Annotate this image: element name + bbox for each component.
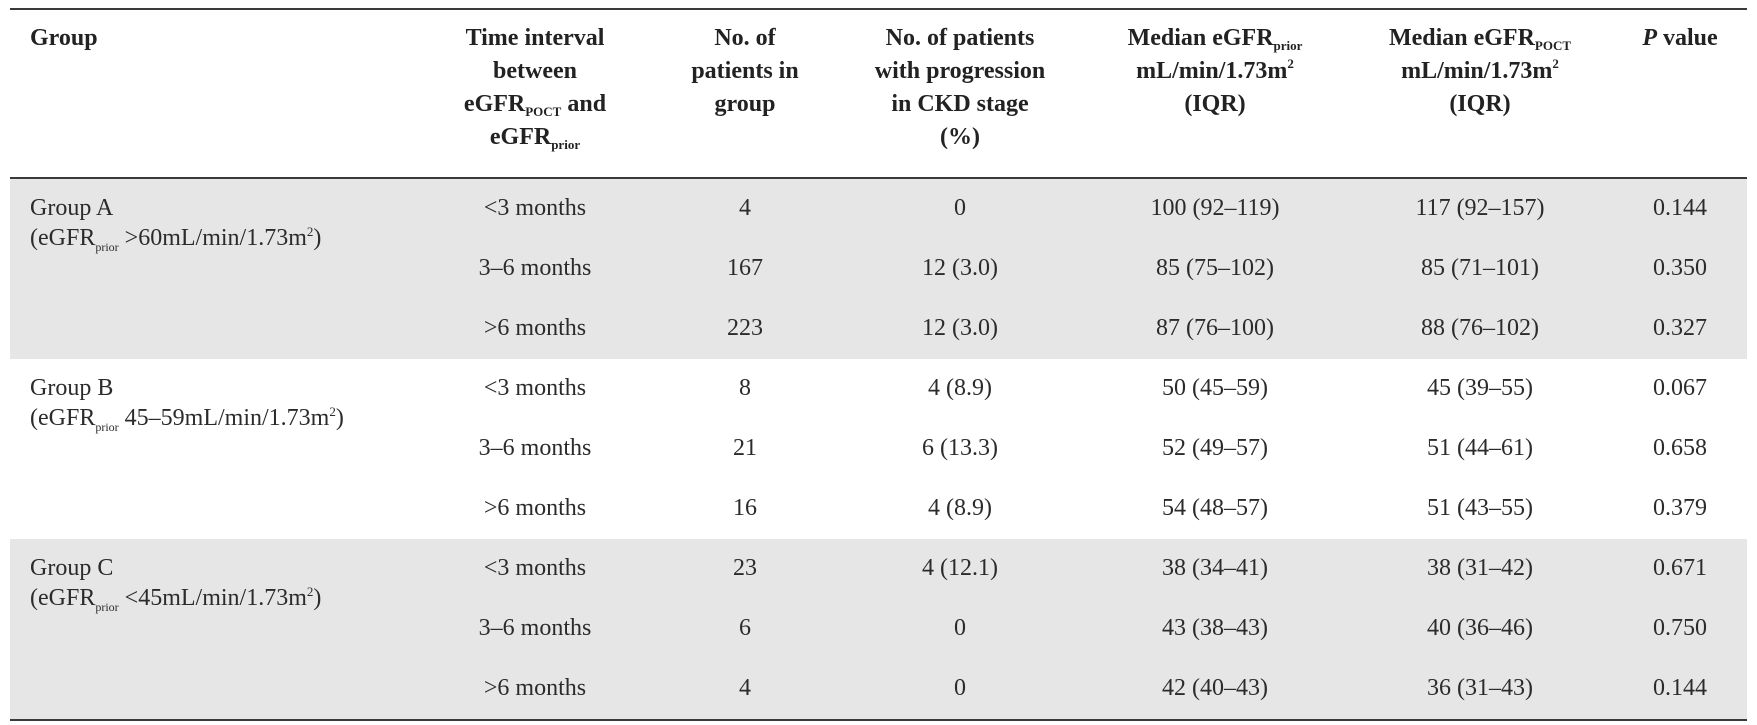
table-cell: 0.671 <box>1653 555 1707 581</box>
table-cell: 38 (31–42) <box>1427 555 1533 581</box>
table-cell: 6 <box>739 615 751 641</box>
header-group: Group <box>30 25 98 51</box>
table-cell: 51 (44–61) <box>1427 435 1533 461</box>
table-cell: <3 months <box>483 375 587 401</box>
group-name: Group C <box>30 555 114 581</box>
table-cell: 4 (8.9) <box>928 375 992 401</box>
table-cell: 0 <box>954 195 966 221</box>
table-cell: 0 <box>954 675 966 701</box>
header-num-progression: No. of patients with progression in CKD … <box>874 25 1046 150</box>
table-cell: 3–6 months <box>478 435 592 461</box>
header-time-interval: Time interval between eGFRPOCT and eGFRp… <box>463 25 607 152</box>
table-cell: 52 (49–57) <box>1162 435 1268 461</box>
group-description: (eGFRprior <45mL/min/1.73m2) <box>30 584 322 614</box>
table-cell: 43 (38–43) <box>1162 615 1268 641</box>
table-cell: >6 months <box>483 675 587 701</box>
table-cell: 50 (45–59) <box>1162 375 1268 401</box>
table-cell: 51 (43–55) <box>1427 495 1533 521</box>
header-median-prior: Median eGFRprior mL/min/1.73m2 (IQR) <box>1127 25 1303 117</box>
table-cell: 0.067 <box>1653 375 1707 401</box>
table-cell: 0.750 <box>1653 615 1707 641</box>
table-cell: 36 (31–43) <box>1427 675 1533 701</box>
table-cell: 0.658 <box>1653 435 1707 461</box>
table-cell: 88 (76–102) <box>1421 315 1539 341</box>
table-cell: 12 (3.0) <box>922 315 998 341</box>
table-cell: 117 (92–157) <box>1415 195 1545 221</box>
table-bottom-rule <box>10 719 1747 721</box>
table-cell: 3–6 months <box>478 615 592 641</box>
table-cell: 23 <box>733 555 757 581</box>
table-cell: 85 (71–101) <box>1421 255 1539 281</box>
table-cell: 0 <box>954 615 966 641</box>
table-cell: 4 <box>739 675 751 701</box>
header-p-value: P value <box>1642 25 1718 51</box>
table-cell: 40 (36–46) <box>1427 615 1533 641</box>
table-cell: 223 <box>727 315 763 341</box>
table-top-rule <box>10 8 1747 10</box>
table-cell: 42 (40–43) <box>1162 675 1268 701</box>
table-cell: 0.327 <box>1653 315 1707 341</box>
table-cell: 100 (92–119) <box>1150 195 1280 221</box>
table-cell: 4 <box>739 195 751 221</box>
group-band <box>10 539 1747 719</box>
group-description: (eGFRprior 45–59mL/min/1.73m2) <box>30 404 344 434</box>
table-cell: 12 (3.0) <box>922 255 998 281</box>
table-cell: >6 months <box>483 495 587 521</box>
header-bottom-rule <box>10 177 1747 179</box>
table-cell: 4 (12.1) <box>922 555 998 581</box>
header-num-patients: No. of patients in group <box>691 25 799 117</box>
table-cell: 6 (13.3) <box>922 435 998 461</box>
table-cell: 16 <box>733 495 757 521</box>
table-cell: >6 months <box>483 315 587 341</box>
table-cell: <3 months <box>483 555 587 581</box>
table-cell: 0.350 <box>1653 255 1707 281</box>
group-band <box>10 179 1747 359</box>
table-cell: 4 (8.9) <box>928 495 992 521</box>
table-cell: 45 (39–55) <box>1427 375 1533 401</box>
table-cell: 87 (76–100) <box>1156 315 1274 341</box>
table-cell: 0.144 <box>1653 675 1707 701</box>
table-cell: 167 <box>727 255 763 281</box>
group-description: (eGFRprior >60mL/min/1.73m2) <box>30 224 322 254</box>
table-cell: 38 (34–41) <box>1162 555 1268 581</box>
table-cell: 8 <box>739 375 751 401</box>
table-cell: <3 months <box>483 195 587 221</box>
header-median-poct: Median eGFRPOCT mL/min/1.73m2 (IQR) <box>1388 25 1572 117</box>
group-name: Group B <box>30 375 114 401</box>
group-name: Group A <box>30 195 114 221</box>
table-cell: 0.144 <box>1653 195 1707 221</box>
table-cell: 0.379 <box>1653 495 1707 521</box>
table-cell: 85 (75–102) <box>1156 255 1274 281</box>
table-cell: 54 (48–57) <box>1162 495 1268 521</box>
table-cell: 21 <box>733 435 757 461</box>
table-cell: 3–6 months <box>478 255 592 281</box>
